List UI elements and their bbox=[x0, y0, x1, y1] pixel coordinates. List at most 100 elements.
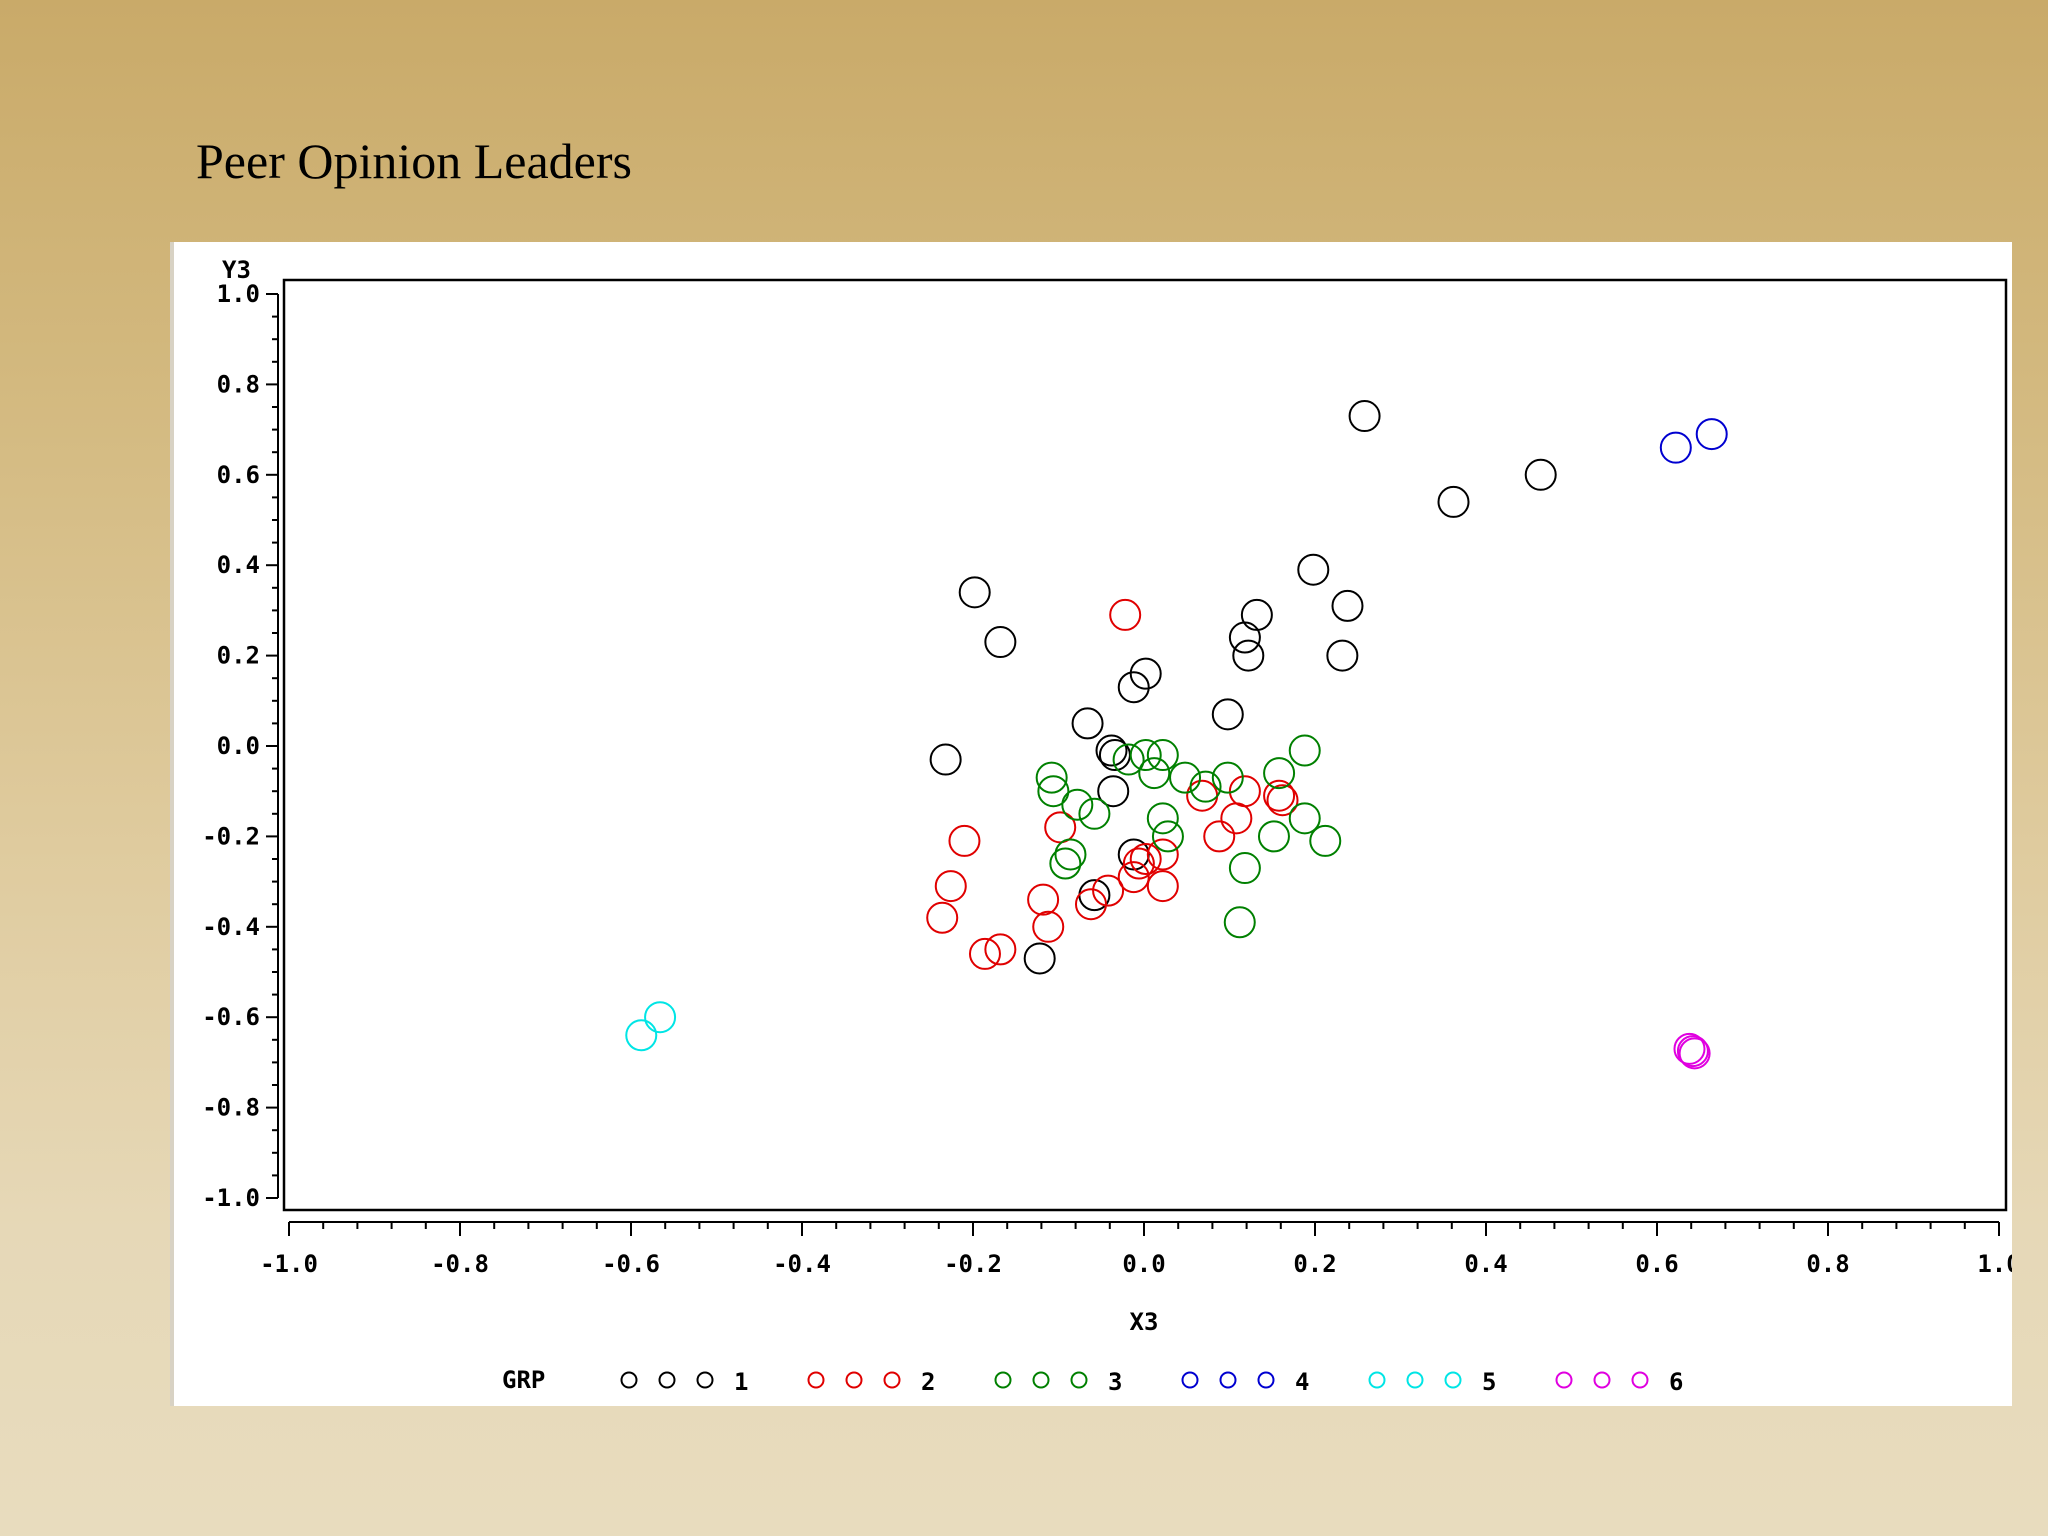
data-point-grp-3 bbox=[1049, 847, 1082, 880]
data-point-grp-3 bbox=[1129, 739, 1162, 772]
data-point-grp-1 bbox=[1023, 942, 1056, 975]
data-point-grp-3 bbox=[1211, 761, 1244, 794]
legend-label: 1 bbox=[734, 1368, 748, 1396]
data-point-grp-2 bbox=[948, 824, 981, 857]
legend-item-grp-5: 5 bbox=[1368, 1368, 1496, 1396]
data-point-grp-2 bbox=[1129, 843, 1162, 875]
data-point-grp-3 bbox=[1146, 739, 1179, 772]
legend-label: 6 bbox=[1669, 1368, 1683, 1396]
x-tick-label: -0.2 bbox=[944, 1250, 1002, 1278]
legend-marker bbox=[1219, 1371, 1237, 1389]
data-point-grp-1 bbox=[1232, 639, 1265, 672]
data-point-grp-1 bbox=[1524, 458, 1557, 491]
data-point-grp-2 bbox=[1027, 883, 1060, 916]
data-point-grp-1 bbox=[1331, 589, 1364, 622]
scatter-chart: -1.0 -0.8 -0.6 -0.4 -0.2 0.0 0.2 0.4 0.6 0.8 1.0 -1… bbox=[202, 256, 2012, 1396]
y-tick-label: 0.2 bbox=[217, 642, 260, 670]
data-point-grp-2 bbox=[1228, 775, 1261, 808]
legend-marker bbox=[1257, 1371, 1275, 1389]
y-tick-label: -1.0 bbox=[202, 1184, 260, 1212]
legend-item-grp-3: 3 bbox=[994, 1368, 1122, 1396]
data-points bbox=[625, 400, 1728, 1070]
legend-item-grp-4: 4 bbox=[1181, 1368, 1309, 1396]
x-tick-label: 0.4 bbox=[1464, 1250, 1507, 1278]
data-point-grp-1 bbox=[929, 743, 962, 776]
legend-label: 4 bbox=[1295, 1368, 1309, 1396]
legend-marker bbox=[807, 1371, 825, 1389]
legend-marker bbox=[1070, 1371, 1088, 1389]
y-tick-label: -0.4 bbox=[202, 913, 260, 941]
data-point-grp-3 bbox=[1061, 788, 1094, 821]
data-point-grp-4 bbox=[1695, 418, 1728, 451]
x-tick-label: 0.0 bbox=[1122, 1250, 1165, 1278]
data-point-grp-2 bbox=[1122, 847, 1155, 880]
legend-marker bbox=[620, 1371, 638, 1389]
data-point-grp-2 bbox=[1032, 910, 1065, 943]
data-point-grp-3 bbox=[1138, 757, 1171, 790]
legend-marker bbox=[994, 1371, 1012, 1389]
y-tick-label: -0.8 bbox=[202, 1094, 260, 1122]
data-point-grp-1 bbox=[1117, 671, 1150, 704]
slide-title: Peer Opinion Leaders bbox=[196, 133, 632, 189]
data-point-grp-3 bbox=[1263, 757, 1296, 790]
data-point-grp-1 bbox=[1095, 734, 1128, 767]
data-point-grp-1 bbox=[1228, 621, 1261, 654]
legend-marker bbox=[1631, 1371, 1649, 1389]
data-point-grp-3 bbox=[1257, 820, 1290, 853]
legend: GRP 1 2 3 4 5 6 bbox=[502, 1366, 1683, 1396]
legend-marker bbox=[1181, 1371, 1199, 1389]
data-point-grp-2 bbox=[1117, 861, 1150, 894]
x-tick-label: -0.8 bbox=[431, 1250, 489, 1278]
data-point-grp-3 bbox=[1054, 838, 1087, 871]
y-tick-label: 0.6 bbox=[217, 461, 260, 489]
legend-marker bbox=[845, 1371, 863, 1389]
data-point-grp-1 bbox=[1211, 698, 1244, 731]
legend-marker bbox=[658, 1371, 676, 1389]
legend-label: 2 bbox=[921, 1368, 935, 1396]
legend-marker bbox=[696, 1371, 714, 1389]
legend-marker bbox=[883, 1371, 901, 1389]
x-tick-label: -1.0 bbox=[260, 1250, 318, 1278]
data-point-grp-1 bbox=[1097, 775, 1130, 808]
data-point-grp-1 bbox=[1348, 400, 1381, 433]
legend-marker bbox=[1032, 1371, 1050, 1389]
data-point-grp-6 bbox=[1673, 1032, 1706, 1065]
data-point-grp-2 bbox=[968, 937, 1001, 970]
data-point-grp-2 bbox=[1146, 870, 1179, 903]
data-point-grp-3 bbox=[1146, 802, 1179, 835]
legend-title: GRP bbox=[502, 1366, 545, 1394]
data-point-grp-2 bbox=[1092, 874, 1125, 907]
data-point-grp-1 bbox=[1297, 553, 1330, 586]
data-point-grp-3 bbox=[1151, 820, 1184, 853]
data-point-grp-1 bbox=[958, 576, 991, 609]
data-point-grp-3 bbox=[1288, 734, 1321, 767]
legend-item-grp-1: 1 bbox=[620, 1368, 748, 1396]
data-point-grp-3 bbox=[1189, 770, 1222, 803]
data-point-grp-2 bbox=[1074, 888, 1107, 921]
data-point-grp-3 bbox=[1035, 761, 1068, 794]
y-tick-label: 1.0 bbox=[217, 280, 260, 308]
x-tick-label: 0.2 bbox=[1293, 1250, 1336, 1278]
data-point-grp-2 bbox=[984, 933, 1017, 966]
data-point-grp-2 bbox=[934, 870, 967, 903]
data-point-grp-1 bbox=[1240, 598, 1273, 631]
chart-panel: -1.0 -0.8 -0.6 -0.4 -0.2 0.0 0.2 0.4 0.6 0.8 1.0 -1… bbox=[170, 242, 2012, 1406]
legend-item-grp-2: 2 bbox=[807, 1368, 935, 1396]
x-tick-label: 0.6 bbox=[1635, 1250, 1678, 1278]
data-point-grp-3 bbox=[1288, 802, 1321, 835]
legend-label: 3 bbox=[1108, 1368, 1122, 1396]
data-point-grp-6 bbox=[1678, 1037, 1711, 1070]
legend-marker bbox=[1555, 1371, 1573, 1389]
y-tick-label: -0.6 bbox=[202, 1003, 260, 1031]
x-tick-label: -0.6 bbox=[602, 1250, 660, 1278]
y-tick-label: -0.2 bbox=[202, 822, 260, 850]
x-tick-label: 1.0 bbox=[1977, 1250, 2012, 1278]
legend-label: 5 bbox=[1482, 1368, 1496, 1396]
data-point-grp-2 bbox=[1044, 811, 1077, 844]
legend-marker bbox=[1593, 1371, 1611, 1389]
y-axis-label: Y3 bbox=[222, 256, 251, 284]
data-point-grp-3 bbox=[1309, 824, 1342, 857]
legend-marker bbox=[1368, 1371, 1386, 1389]
x-tick-label: -0.4 bbox=[773, 1250, 831, 1278]
data-point-grp-2 bbox=[1263, 779, 1296, 812]
